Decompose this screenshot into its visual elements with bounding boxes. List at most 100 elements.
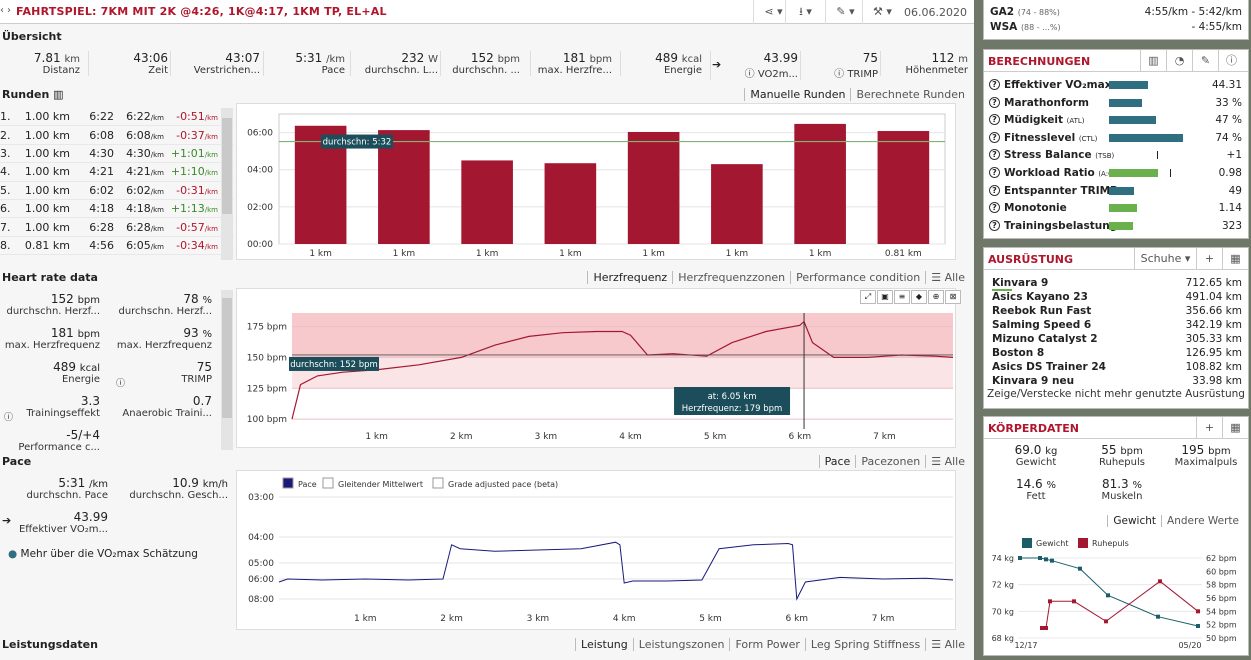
- equipment-row[interactable]: Mizuno Catalyst 2 305.33 km: [984, 332, 1248, 346]
- tools-icon[interactable]: ✎: [1192, 50, 1218, 72]
- calc-row-1[interactable]: ? Marathonform 33 %: [984, 95, 1248, 113]
- calc-row-5[interactable]: ? Workload Ratio (A:C) 0.98: [984, 165, 1248, 183]
- equipment-row[interactable]: Reebok Run Fast 356.66 km: [984, 304, 1248, 318]
- equipment-row[interactable]: Kinvara 9 neu 33.98 km: [984, 374, 1248, 388]
- fit-icon[interactable]: ⊠: [945, 290, 961, 304]
- stat-value: 489 kcal: [655, 51, 702, 65]
- add-icon[interactable]: +: [1196, 417, 1222, 439]
- expand-icon[interactable]: ⤢: [860, 290, 876, 304]
- calc-value: 0.98: [1218, 166, 1242, 179]
- help-icon[interactable]: ?: [989, 219, 1000, 231]
- table-row[interactable]: 7. 1.00 km 6:28 6:28/km -0:57/km: [0, 218, 234, 237]
- table-row[interactable]: 4. 1.00 km 4:21 4:21/km +1:10/km: [0, 163, 234, 182]
- tools-icon[interactable]: ✎ ▾: [825, 0, 865, 24]
- laps-scrollbar[interactable]: [221, 108, 233, 260]
- chart-icon[interactable]: ▥: [53, 88, 64, 101]
- hr-scrollbar[interactable]: [221, 290, 233, 450]
- table-row[interactable]: 8. 0.81 km 4:56 6:05/km -0:34/km: [0, 237, 234, 256]
- table-row[interactable]: 5. 1.00 km 6:02 6:02/km -0:31/km: [0, 182, 234, 200]
- help-icon[interactable]: ⓘ: [744, 69, 758, 80]
- arrow-icon: ➔: [2, 514, 12, 527]
- calc-row-4[interactable]: ? Stress Balance (TSB) +1: [984, 147, 1248, 165]
- crosshair-icon[interactable]: ⊕: [928, 290, 944, 304]
- table-icon[interactable]: ▦: [1222, 248, 1248, 270]
- table-row[interactable]: 3. 1.00 km 4:30 4:30/km +1:01/km: [0, 145, 234, 164]
- table-row[interactable]: 6. 1.00 km 4:18 4:18/km +1:13/km: [0, 200, 234, 219]
- equipment-name: Kinvara 9: [992, 277, 1049, 289]
- toggle-retired-equipment[interactable]: Zeige/Verstecke nicht mehr genutzte Ausr…: [987, 388, 1245, 400]
- legend-label: Grade adjusted pace (beta): [448, 480, 558, 489]
- calc-row-3[interactable]: ? Fitnesslevel (CTL) 74 %: [984, 130, 1248, 148]
- tab-all-power[interactable]: ☰ Alle: [925, 638, 970, 651]
- save-icon[interactable]: ▣: [877, 290, 893, 304]
- tab-power-zones[interactable]: Leistungszonen: [632, 638, 730, 651]
- tab-weight[interactable]: Gewicht: [1107, 515, 1162, 527]
- pace-chart: 03:00 04:00 05:00 06:00 08:00 1 km 2 km 3 km 4 k…: [236, 470, 956, 630]
- y-tick-left: 68 kg: [992, 634, 1014, 643]
- help-icon[interactable]: ?: [989, 149, 1000, 161]
- tag-icon[interactable]: ◆: [911, 290, 927, 304]
- equipment-row[interactable]: Boston 8 126.95 km: [984, 346, 1248, 360]
- help-icon[interactable]: ⓘ: [116, 379, 126, 389]
- equipment-row[interactable]: Kinvara 9 712.65 km: [984, 276, 1248, 291]
- help-icon[interactable]: ⓘ: [4, 413, 14, 423]
- share-icon[interactable]: ⋖ ▾: [753, 0, 793, 24]
- vo2-info-link[interactable]: ● Mehr über die VO₂max Schätzung: [8, 548, 198, 560]
- hr-stat-8: -5/+4 Performance c...: [0, 428, 100, 453]
- equipment-filter[interactable]: Schuhe ▾: [1134, 248, 1196, 270]
- chart-icon[interactable]: ▥: [1140, 50, 1166, 72]
- equipment-row[interactable]: Asics DS Trainer 24 108.82 km: [984, 360, 1248, 374]
- tab-all-hr[interactable]: ☰ Alle: [925, 271, 970, 284]
- help-icon[interactable]: ?: [989, 96, 1000, 108]
- leistung-tabs: Leistung Leistungszonen Form Power Leg Spri…: [575, 638, 970, 651]
- tab-manual-laps[interactable]: Manuelle Runden: [744, 88, 851, 101]
- tab-power[interactable]: Leistung: [575, 638, 633, 651]
- stat-label: durchschn. Herzf...: [118, 306, 212, 317]
- list-icon[interactable]: ≡: [894, 290, 910, 304]
- calc-row-0[interactable]: ? Effektiver VO₂max 44.31: [984, 77, 1248, 95]
- back-icon[interactable]: ‹: [0, 5, 4, 16]
- calc-row-6[interactable]: ? Entspannter TRIMP 49: [984, 183, 1248, 201]
- tab-leg-spring[interactable]: Leg Spring Stiffness: [804, 638, 926, 651]
- equipment-row[interactable]: Asics Kayano 23 491.04 km: [984, 290, 1248, 304]
- help-icon[interactable]: ?: [989, 202, 1000, 214]
- equipment-row[interactable]: Salming Speed 6 342.19 km: [984, 318, 1248, 332]
- hr-stat-6: ⓘ 3.3 Trainingseffekt: [0, 394, 100, 423]
- calc-row-7[interactable]: ? Monotonie 1.14: [984, 200, 1248, 218]
- help-icon[interactable]: ?: [989, 114, 1000, 126]
- lap-bar: [627, 131, 680, 244]
- table-row[interactable]: 1. 1.00 km 6:22 6:22/km -0:51/km: [0, 108, 234, 127]
- tab-heart-rate[interactable]: Herzfrequenz: [587, 271, 673, 284]
- help-icon[interactable]: ?: [989, 166, 1000, 178]
- calc-row-8[interactable]: ? Trainingsbelastung 323: [984, 218, 1248, 236]
- lap-diff: -0:37/km: [176, 128, 218, 142]
- gauge-icon[interactable]: ◔: [1166, 50, 1192, 72]
- table-row[interactable]: 2. 1.00 km 6:08 6:08/km -0:37/km: [0, 126, 234, 145]
- wrench-icon[interactable]: ⚒ ▾: [862, 0, 902, 24]
- help-icon[interactable]: ?: [989, 184, 1000, 196]
- tooltip-box: [674, 387, 791, 415]
- tab-pace[interactable]: Pace: [818, 455, 856, 468]
- y-tick-label: 175 bpm: [247, 323, 287, 333]
- tab-form-power[interactable]: Form Power: [729, 638, 805, 651]
- tab-hr-zones[interactable]: Herzfrequenzzonen: [672, 271, 791, 284]
- download-icon[interactable]: ⭳ ▾: [785, 0, 825, 24]
- help-icon[interactable]: ?: [989, 79, 1000, 90]
- lap-diff: -0:57/km: [176, 220, 218, 234]
- forward-icon[interactable]: ›: [7, 5, 11, 16]
- tab-performance-condition[interactable]: Performance condition: [790, 271, 926, 284]
- calc-row-2[interactable]: ? Müdigkeit (ATL) 47 %: [984, 112, 1248, 130]
- info-icon[interactable]: ⓘ: [1218, 50, 1244, 72]
- tab-calculated-laps[interactable]: Berechnete Runden: [850, 88, 970, 101]
- x-tick-label: 3 km: [527, 614, 550, 624]
- resting-hr-point: [1196, 609, 1200, 614]
- add-icon[interactable]: +: [1196, 248, 1222, 270]
- table-icon[interactable]: ▦: [1222, 417, 1248, 439]
- body-stat-4: 81.3 % Muskeln: [1080, 477, 1164, 502]
- tab-all-pace[interactable]: ☰ Alle: [925, 455, 970, 468]
- tab-other-values[interactable]: Andere Werte: [1161, 515, 1244, 527]
- help-icon[interactable]: ?: [989, 131, 1000, 143]
- help-icon[interactable]: ⓘ: [834, 69, 848, 80]
- tab-pace-zones[interactable]: Pacezonen: [855, 455, 926, 468]
- stat-label: ⓘ TRIMP: [834, 69, 878, 80]
